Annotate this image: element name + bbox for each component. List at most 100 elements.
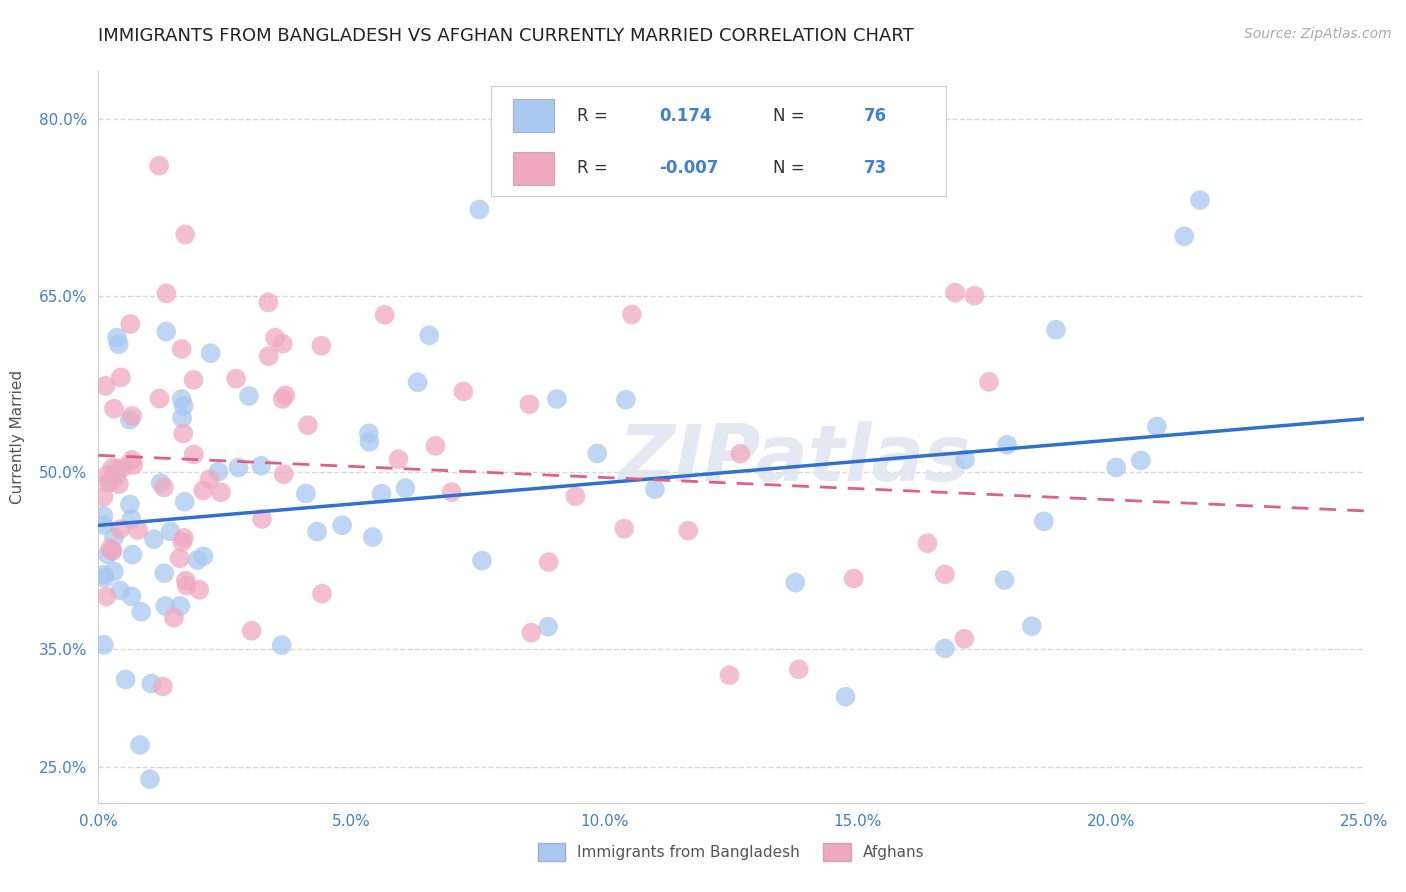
Point: [186, 553, 208, 567]
Point: [200, 346, 222, 360]
Point: [120, 317, 142, 331]
Point: [193, 483, 215, 498]
Point: [93, 567, 115, 582]
Point: [537, 555, 560, 569]
Point: [188, 582, 211, 597]
Point: [108, 477, 131, 491]
Point: [141, 676, 163, 690]
Point: [169, 599, 191, 613]
Point: [155, 286, 177, 301]
Point: [100, 541, 122, 556]
Point: [105, 462, 128, 476]
Point: [139, 772, 162, 787]
Point: [361, 530, 384, 544]
Point: [121, 590, 143, 604]
Point: [934, 567, 956, 582]
Point: [98, 475, 121, 489]
Point: [183, 373, 205, 387]
Point: [170, 392, 193, 406]
Point: [250, 458, 273, 473]
Point: [307, 524, 329, 539]
Point: [148, 392, 170, 406]
Point: [108, 583, 131, 598]
Point: [121, 512, 143, 526]
Point: [153, 566, 176, 581]
Point: [93, 571, 115, 585]
Point: [1189, 193, 1212, 207]
Point: [257, 295, 280, 310]
Point: [834, 690, 856, 704]
Point: [107, 337, 129, 351]
Point: [153, 480, 176, 494]
Point: [995, 438, 1018, 452]
Point: [730, 447, 752, 461]
Text: Source: ZipAtlas.com: Source: ZipAtlas.com: [1244, 27, 1392, 41]
Point: [453, 384, 475, 399]
Point: [155, 325, 177, 339]
Point: [207, 465, 229, 479]
Point: [440, 485, 463, 500]
Point: [240, 624, 263, 638]
Point: [519, 397, 541, 411]
Point: [228, 460, 250, 475]
Point: [105, 330, 128, 344]
Point: [917, 536, 939, 550]
Point: [406, 376, 429, 390]
Point: [105, 467, 128, 481]
Point: [546, 392, 568, 406]
Point: [142, 532, 165, 546]
Point: [359, 434, 381, 449]
Point: [614, 392, 637, 407]
Point: [934, 641, 956, 656]
Point: [97, 547, 120, 561]
Point: [953, 632, 976, 646]
Point: [374, 308, 396, 322]
Point: [111, 461, 134, 475]
Point: [114, 673, 136, 687]
Point: [129, 738, 152, 752]
Point: [953, 452, 976, 467]
Point: [1032, 514, 1054, 528]
Point: [152, 680, 174, 694]
Point: [330, 518, 353, 533]
Point: [468, 202, 491, 217]
Point: [273, 467, 295, 482]
Point: [520, 625, 543, 640]
Point: [127, 523, 149, 537]
Point: [238, 389, 260, 403]
Point: [537, 620, 560, 634]
Point: [644, 482, 666, 496]
Point: [93, 490, 115, 504]
Point: [101, 543, 124, 558]
Point: [370, 487, 392, 501]
Point: [257, 349, 280, 363]
Point: [394, 481, 416, 495]
Point: [110, 370, 132, 384]
Point: [183, 447, 205, 461]
Point: [1045, 323, 1067, 337]
Y-axis label: Currently Married: Currently Married: [10, 370, 25, 504]
Point: [172, 426, 194, 441]
Point: [148, 159, 170, 173]
Point: [96, 467, 118, 482]
Point: [620, 308, 643, 322]
Point: [564, 489, 586, 503]
Point: [1105, 460, 1128, 475]
Point: [172, 535, 194, 549]
Point: [1129, 453, 1152, 467]
Point: [173, 495, 195, 509]
Point: [176, 579, 198, 593]
Point: [103, 531, 125, 545]
Point: [842, 572, 865, 586]
Point: [977, 375, 1000, 389]
Point: [93, 517, 115, 532]
Point: [174, 574, 197, 588]
Point: [94, 379, 117, 393]
Text: IMMIGRANTS FROM BANGLADESH VS AFGHAN CURRENTLY MARRIED CORRELATION CHART: IMMIGRANTS FROM BANGLADESH VS AFGHAN CUR…: [98, 27, 914, 45]
Point: [170, 342, 193, 356]
Point: [193, 549, 215, 564]
Text: ZIPatlas: ZIPatlas: [619, 421, 970, 497]
Point: [271, 336, 294, 351]
Point: [678, 524, 700, 538]
Point: [101, 460, 124, 475]
